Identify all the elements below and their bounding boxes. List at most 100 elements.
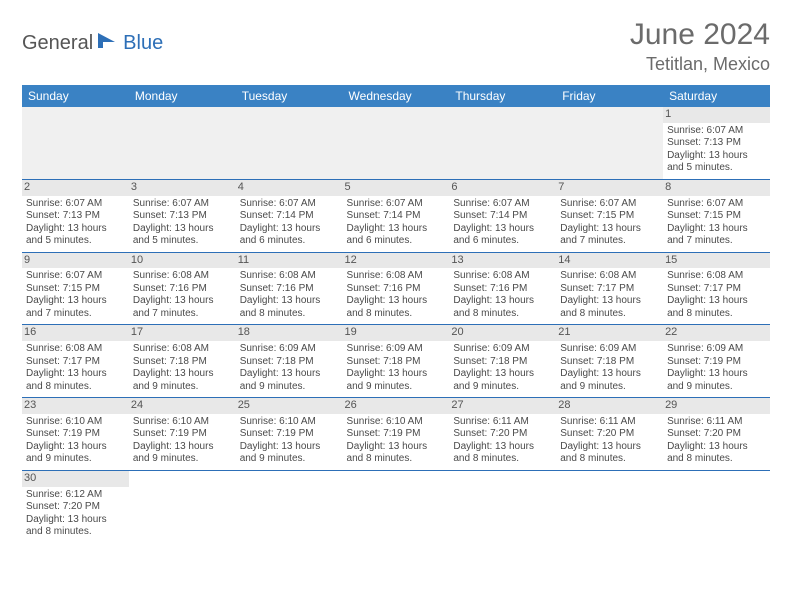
day-details: Sunrise: 6:08 AMSunset: 7:16 PMDaylight:… bbox=[347, 270, 446, 320]
daylight-text: Daylight: 13 hours and 8 minutes. bbox=[560, 441, 659, 466]
calendar-day-cell: 2 Sunrise: 6:07 AMSunset: 7:13 PMDaylight… bbox=[22, 179, 129, 252]
daylight-text: Daylight: 13 hours and 5 minutes. bbox=[133, 223, 232, 248]
sunrise-text: Sunrise: 6:09 AM bbox=[453, 343, 552, 356]
sunset-text: Sunset: 7:13 PM bbox=[26, 210, 125, 223]
daylight-text: Daylight: 13 hours and 7 minutes. bbox=[560, 223, 659, 248]
sunrise-text: Sunrise: 6:07 AM bbox=[26, 198, 125, 211]
logo-text-general: General bbox=[22, 32, 93, 55]
day-details: Sunrise: 6:07 AMSunset: 7:14 PMDaylight:… bbox=[453, 198, 552, 248]
title-block: June 2024 Tetitlan, Mexico bbox=[630, 18, 770, 75]
day-details: Sunrise: 6:07 AMSunset: 7:13 PMDaylight:… bbox=[667, 125, 766, 175]
logo: General Blue bbox=[22, 18, 163, 55]
day-number: 16 bbox=[22, 325, 129, 341]
sunrise-text: Sunrise: 6:07 AM bbox=[133, 198, 232, 211]
calendar-empty-cell bbox=[236, 107, 343, 179]
day-number: 30 bbox=[22, 471, 129, 487]
sunrise-text: Sunrise: 6:07 AM bbox=[26, 270, 125, 283]
day-number: 22 bbox=[663, 325, 770, 341]
day-number: 11 bbox=[236, 253, 343, 269]
calendar-week-row: 30Sunrise: 6:12 AMSunset: 7:20 PMDayligh… bbox=[22, 470, 770, 542]
calendar-empty-cell bbox=[236, 470, 343, 542]
calendar-empty-cell bbox=[129, 470, 236, 542]
day-number: 7 bbox=[556, 180, 663, 196]
logo-text-blue: Blue bbox=[123, 32, 163, 55]
calendar-week-row: 23Sunrise: 6:10 AMSunset: 7:19 PMDayligh… bbox=[22, 398, 770, 471]
calendar-week-row: 16 Sunrise: 6:08 AM Sunset: 7:17 PM Dayligh… bbox=[22, 325, 770, 398]
calendar-day-cell: 21Sunrise: 6:09 AMSunset: 7:18 PMDayligh… bbox=[556, 325, 663, 398]
page-header: General Blue June 2024 Tetitlan, Mexico bbox=[22, 18, 770, 75]
sunrise-text: Sunrise: 6:07 AM bbox=[667, 125, 766, 138]
calendar-empty-cell bbox=[556, 470, 663, 542]
day-details: Sunrise: 6:09 AMSunset: 7:18 PMDaylight:… bbox=[347, 343, 446, 393]
day-details: Sunrise: 6:11 AMSunset: 7:20 PMDaylight:… bbox=[453, 416, 552, 466]
calendar-empty-cell bbox=[129, 107, 236, 179]
day-details: Sunrise: 6:09 AMSunset: 7:18 PMDaylight:… bbox=[240, 343, 339, 393]
day-header: Thursday bbox=[449, 85, 556, 107]
sunset-text: Sunset: 7:17 PM bbox=[26, 356, 125, 369]
day-details: Sunrise: 6:08 AMSunset: 7:17 PMDaylight:… bbox=[667, 270, 766, 320]
daylight-text: Daylight: 13 hours and 8 minutes. bbox=[560, 295, 659, 320]
sunrise-text: Sunrise: 6:08 AM bbox=[133, 343, 232, 356]
calendar-day-cell: 9Sunrise: 6:07 AMSunset: 7:15 PMDaylight… bbox=[22, 252, 129, 325]
sunset-text: Sunset: 7:16 PM bbox=[240, 283, 339, 296]
day-details: Sunrise: 6:07 AMSunset: 7:13 PMDaylight:… bbox=[133, 198, 232, 248]
daylight-text: Daylight: 13 hours and 9 minutes. bbox=[453, 368, 552, 393]
sunset-text: Sunset: 7:18 PM bbox=[240, 356, 339, 369]
sunrise-text: Sunrise: 6:11 AM bbox=[453, 416, 552, 429]
day-number: 23 bbox=[22, 398, 129, 414]
calendar-day-cell: 28Sunrise: 6:11 AMSunset: 7:20 PMDayligh… bbox=[556, 398, 663, 471]
calendar-day-cell: 20Sunrise: 6:09 AMSunset: 7:18 PMDayligh… bbox=[449, 325, 556, 398]
day-number: 6 bbox=[449, 180, 556, 196]
sunrise-text: Sunrise: 6:09 AM bbox=[667, 343, 766, 356]
daylight-text: Daylight: 13 hours and 9 minutes. bbox=[240, 441, 339, 466]
sunset-text: Sunset: 7:15 PM bbox=[26, 283, 125, 296]
sunset-text: Sunset: 7:20 PM bbox=[667, 428, 766, 441]
calendar-day-cell: 30Sunrise: 6:12 AMSunset: 7:20 PMDayligh… bbox=[22, 470, 129, 542]
daylight-text: Daylight: 13 hours and 7 minutes. bbox=[667, 223, 766, 248]
day-details: Sunrise: 6:08 AMSunset: 7:16 PMDaylight:… bbox=[453, 270, 552, 320]
calendar-day-cell: 12Sunrise: 6:08 AMSunset: 7:16 PMDayligh… bbox=[343, 252, 450, 325]
daylight-text: Daylight: 13 hours and 5 minutes. bbox=[667, 150, 766, 175]
calendar-body: 1Sunrise: 6:07 AMSunset: 7:13 PMDaylight… bbox=[22, 107, 770, 543]
sunset-text: Sunset: 7:20 PM bbox=[560, 428, 659, 441]
day-details: Sunrise: 6:09 AMSunset: 7:18 PMDaylight:… bbox=[560, 343, 659, 393]
sunset-text: Sunset: 7:14 PM bbox=[453, 210, 552, 223]
sunrise-text: Sunrise: 6:08 AM bbox=[240, 270, 339, 283]
day-header: Friday bbox=[556, 85, 663, 107]
day-header: Monday bbox=[129, 85, 236, 107]
sunrise-text: Sunrise: 6:11 AM bbox=[667, 416, 766, 429]
daylight-text: Daylight: 13 hours and 8 minutes. bbox=[667, 441, 766, 466]
day-header: Sunday bbox=[22, 85, 129, 107]
sunset-text: Sunset: 7:14 PM bbox=[347, 210, 446, 223]
sunrise-text: Sunrise: 6:10 AM bbox=[26, 416, 125, 429]
day-header: Saturday bbox=[663, 85, 770, 107]
calendar-day-cell: 17Sunrise: 6:08 AMSunset: 7:18 PMDayligh… bbox=[129, 325, 236, 398]
sunset-text: Sunset: 7:16 PM bbox=[133, 283, 232, 296]
sunset-text: Sunset: 7:19 PM bbox=[26, 428, 125, 441]
month-title: June 2024 bbox=[630, 18, 770, 52]
daylight-text: Daylight: 13 hours and 8 minutes. bbox=[26, 514, 125, 539]
calendar-day-cell: 25Sunrise: 6:10 AMSunset: 7:19 PMDayligh… bbox=[236, 398, 343, 471]
calendar-day-cell: 7Sunrise: 6:07 AMSunset: 7:15 PMDaylight… bbox=[556, 179, 663, 252]
day-details: Sunrise: 6:11 AMSunset: 7:20 PMDaylight:… bbox=[667, 416, 766, 466]
day-number: 14 bbox=[556, 253, 663, 269]
day-details: Sunrise: 6:07 AMSunset: 7:14 PMDaylight:… bbox=[347, 198, 446, 248]
daylight-text: Daylight: 13 hours and 5 minutes. bbox=[26, 223, 125, 248]
day-number: 9 bbox=[22, 253, 129, 269]
day-number: 10 bbox=[129, 253, 236, 269]
sunrise-text: Sunrise: 6:09 AM bbox=[240, 343, 339, 356]
day-details: Sunrise: 6:10 AMSunset: 7:19 PMDaylight:… bbox=[347, 416, 446, 466]
calendar-empty-cell bbox=[343, 107, 450, 179]
calendar-day-cell: 14Sunrise: 6:08 AMSunset: 7:17 PMDayligh… bbox=[556, 252, 663, 325]
sunrise-text: Sunrise: 6:07 AM bbox=[560, 198, 659, 211]
sunset-text: Sunset: 7:18 PM bbox=[560, 356, 659, 369]
calendar-week-row: 9Sunrise: 6:07 AMSunset: 7:15 PMDaylight… bbox=[22, 252, 770, 325]
calendar-day-cell: 24Sunrise: 6:10 AMSunset: 7:19 PMDayligh… bbox=[129, 398, 236, 471]
daylight-text: Daylight: 13 hours and 9 minutes. bbox=[560, 368, 659, 393]
day-number: 2 bbox=[22, 180, 129, 196]
calendar-table: SundayMondayTuesdayWednesdayThursdayFrid… bbox=[22, 85, 770, 543]
day-details: Sunrise: 6:08 AMSunset: 7:18 PMDaylight:… bbox=[133, 343, 232, 393]
calendar-day-cell: 27Sunrise: 6:11 AMSunset: 7:20 PMDayligh… bbox=[449, 398, 556, 471]
sunrise-text: Sunrise: 6:10 AM bbox=[240, 416, 339, 429]
daylight-text: Daylight: 13 hours and 7 minutes. bbox=[26, 295, 125, 320]
